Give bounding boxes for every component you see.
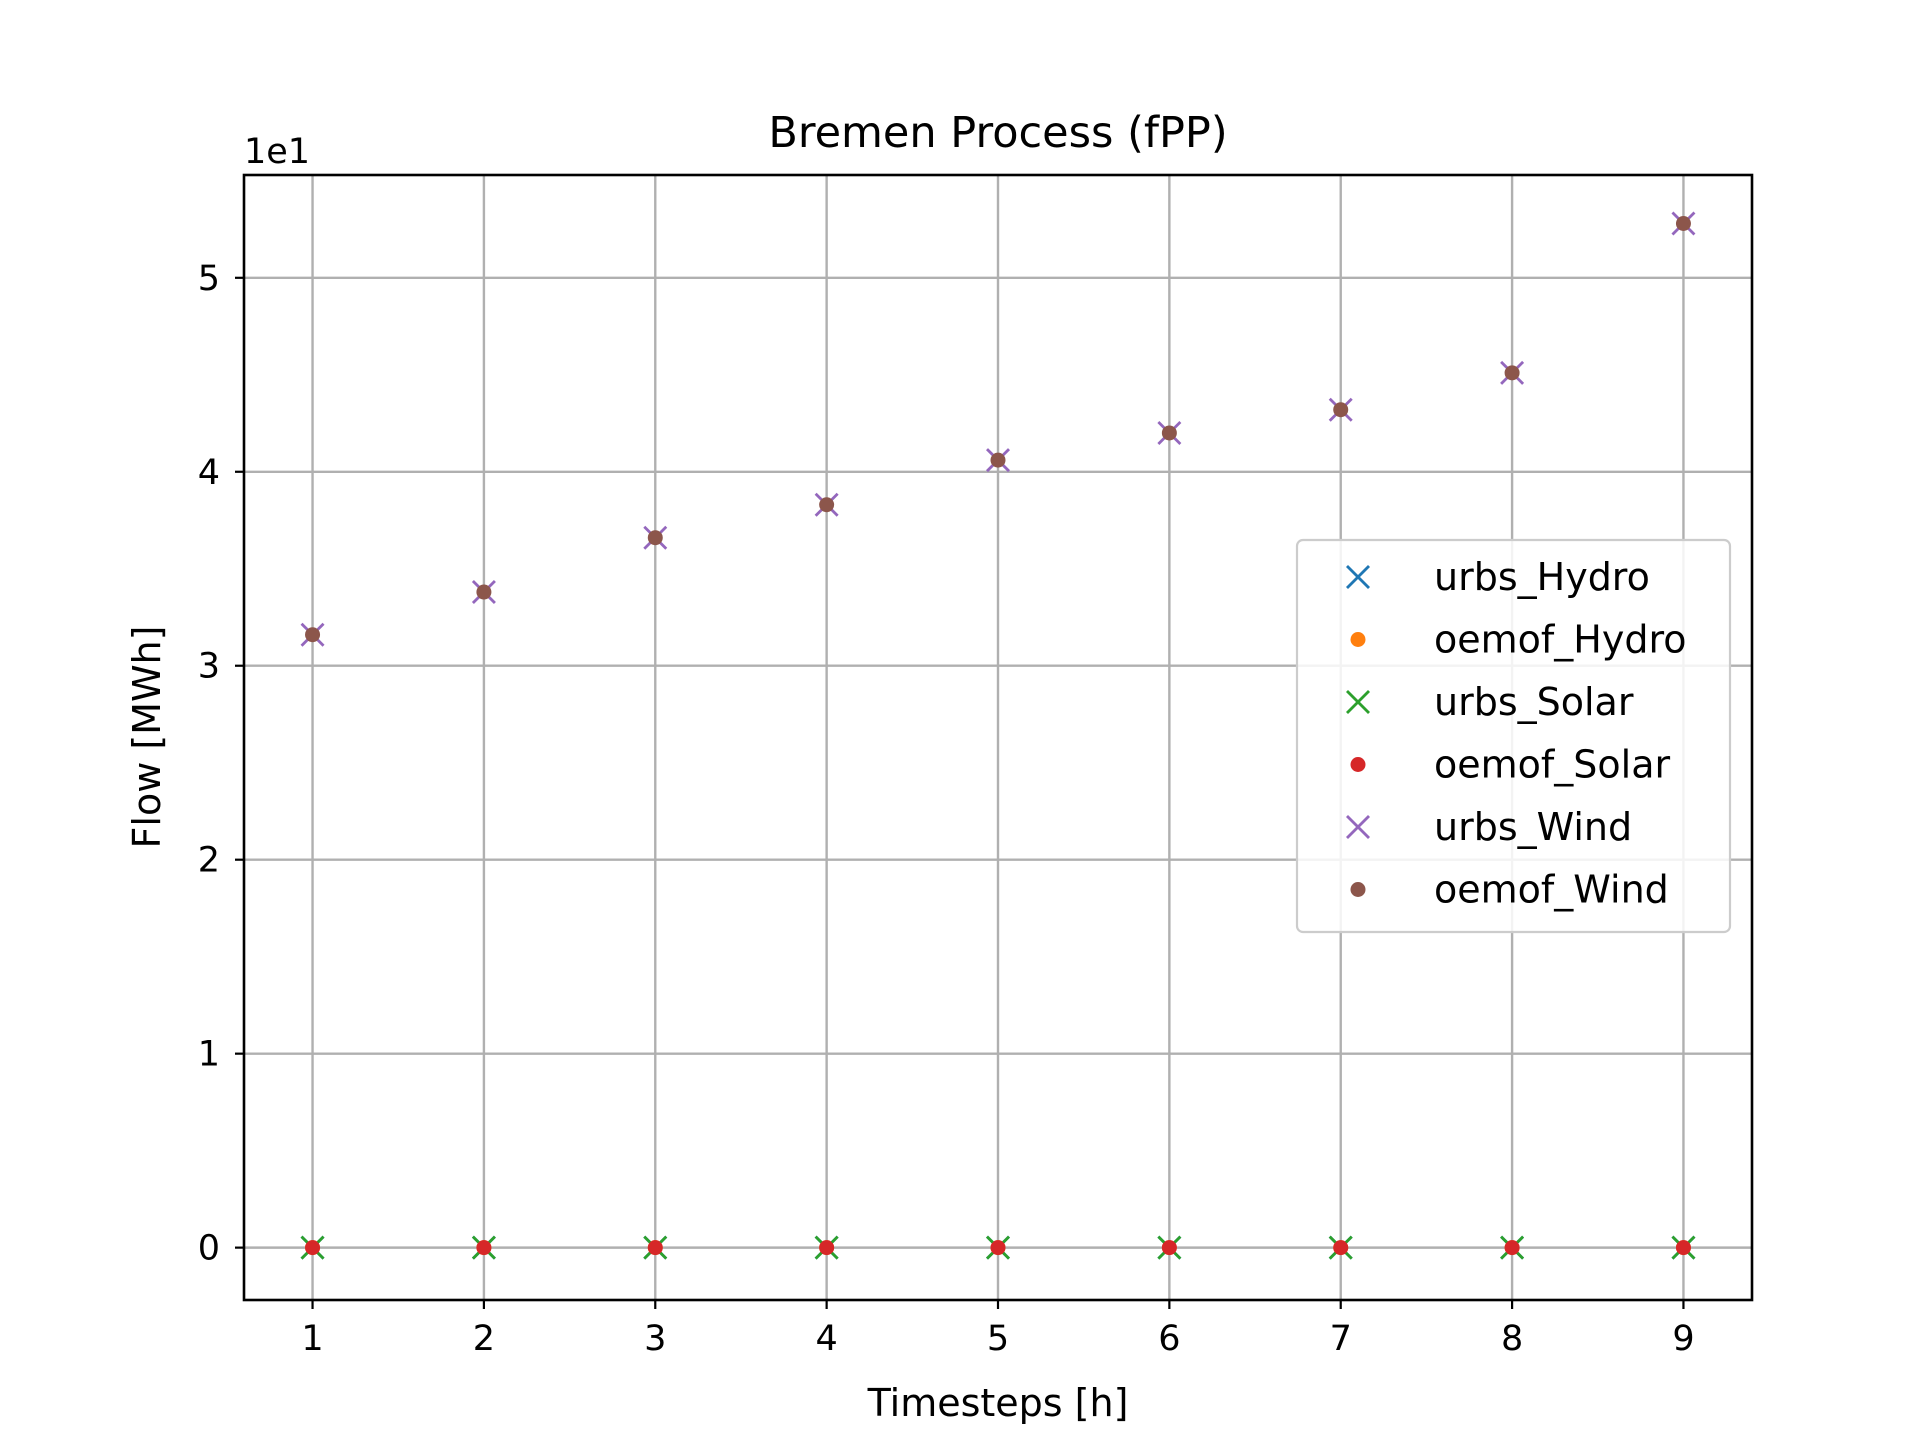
oemof-wind-point — [819, 497, 835, 513]
oemof-solar-point — [476, 1240, 492, 1256]
y-offset-label: 1e1 — [244, 132, 310, 172]
x-tick-label: 3 — [644, 1319, 666, 1359]
oemof-solar-point — [1504, 1240, 1520, 1256]
y-tick-label: 2 — [198, 841, 220, 881]
legend-label-oemof-hydro: oemof_Hydro — [1434, 618, 1687, 662]
legend-label-urbs-wind: urbs_Wind — [1434, 805, 1632, 849]
oemof-wind-point — [305, 627, 321, 643]
legend-marker-oemof-hydro — [1350, 632, 1366, 647]
legend-label-oemof-solar: oemof_Solar — [1434, 743, 1670, 787]
oemof-solar-point — [1333, 1240, 1349, 1256]
oemof-wind-point — [1333, 402, 1349, 418]
oemof-wind-point — [1161, 425, 1177, 441]
oemof-solar-point — [819, 1240, 835, 1256]
x-tick-label: 1 — [301, 1319, 323, 1359]
x-tick-label: 7 — [1330, 1319, 1352, 1359]
y-tick-label: 4 — [198, 453, 220, 493]
axis-ticks: 1 2 3 4 5 6 7 8 9 0 1 2 3 4 5 — [198, 259, 1695, 1359]
legend-label-urbs-solar: urbs_Solar — [1434, 680, 1634, 724]
legend-label-urbs-hydro: urbs_Hydro — [1434, 555, 1650, 599]
oemof-solar-point — [990, 1240, 1006, 1256]
y-axis-label: Flow [MWh] — [125, 626, 169, 849]
oemof-wind-point — [990, 452, 1006, 468]
legend-marker-urbs-wind — [1346, 815, 1370, 839]
legend-marker-oemof-wind — [1350, 882, 1366, 897]
x-tick-label: 2 — [473, 1319, 495, 1359]
legend-box — [1295, 538, 1732, 934]
y-tick-label: 3 — [198, 647, 220, 687]
y-tick-label: 1 — [198, 1035, 220, 1075]
oemof-wind-point — [647, 530, 663, 546]
legend-marker-oemof-solar — [1350, 757, 1366, 772]
legend-label-oemof-wind: oemof_Wind — [1434, 868, 1669, 912]
legend-marker-urbs-hydro — [1346, 565, 1370, 589]
oemof-solar-point — [305, 1240, 321, 1256]
y-tick-label: 5 — [198, 259, 220, 299]
y-tick-label: 0 — [198, 1229, 220, 1269]
x-axis-label: Timesteps [h] — [867, 1381, 1129, 1425]
oemof-wind-point — [476, 584, 492, 600]
oemof-solar-point — [647, 1240, 663, 1256]
x-tick-label: 9 — [1672, 1319, 1694, 1359]
x-tick-label: 6 — [1158, 1319, 1180, 1359]
oemof-solar-point — [1161, 1240, 1177, 1256]
oemof-solar-point — [1675, 1240, 1691, 1256]
x-tick-label: 4 — [815, 1319, 837, 1359]
x-tick-label: 5 — [987, 1319, 1009, 1359]
legend: urbs_Hydro oemof_Hydro urbs_Solar oemof_Sol… — [1295, 538, 1732, 934]
oemof-wind-point — [1504, 365, 1520, 381]
legend-marker-urbs-solar — [1346, 690, 1370, 714]
data-marks — [300, 211, 1696, 1260]
x-tick-label: 8 — [1501, 1319, 1523, 1359]
chart-title: Bremen Process (fPP) — [768, 108, 1227, 158]
oemof-wind-point — [1675, 215, 1691, 231]
